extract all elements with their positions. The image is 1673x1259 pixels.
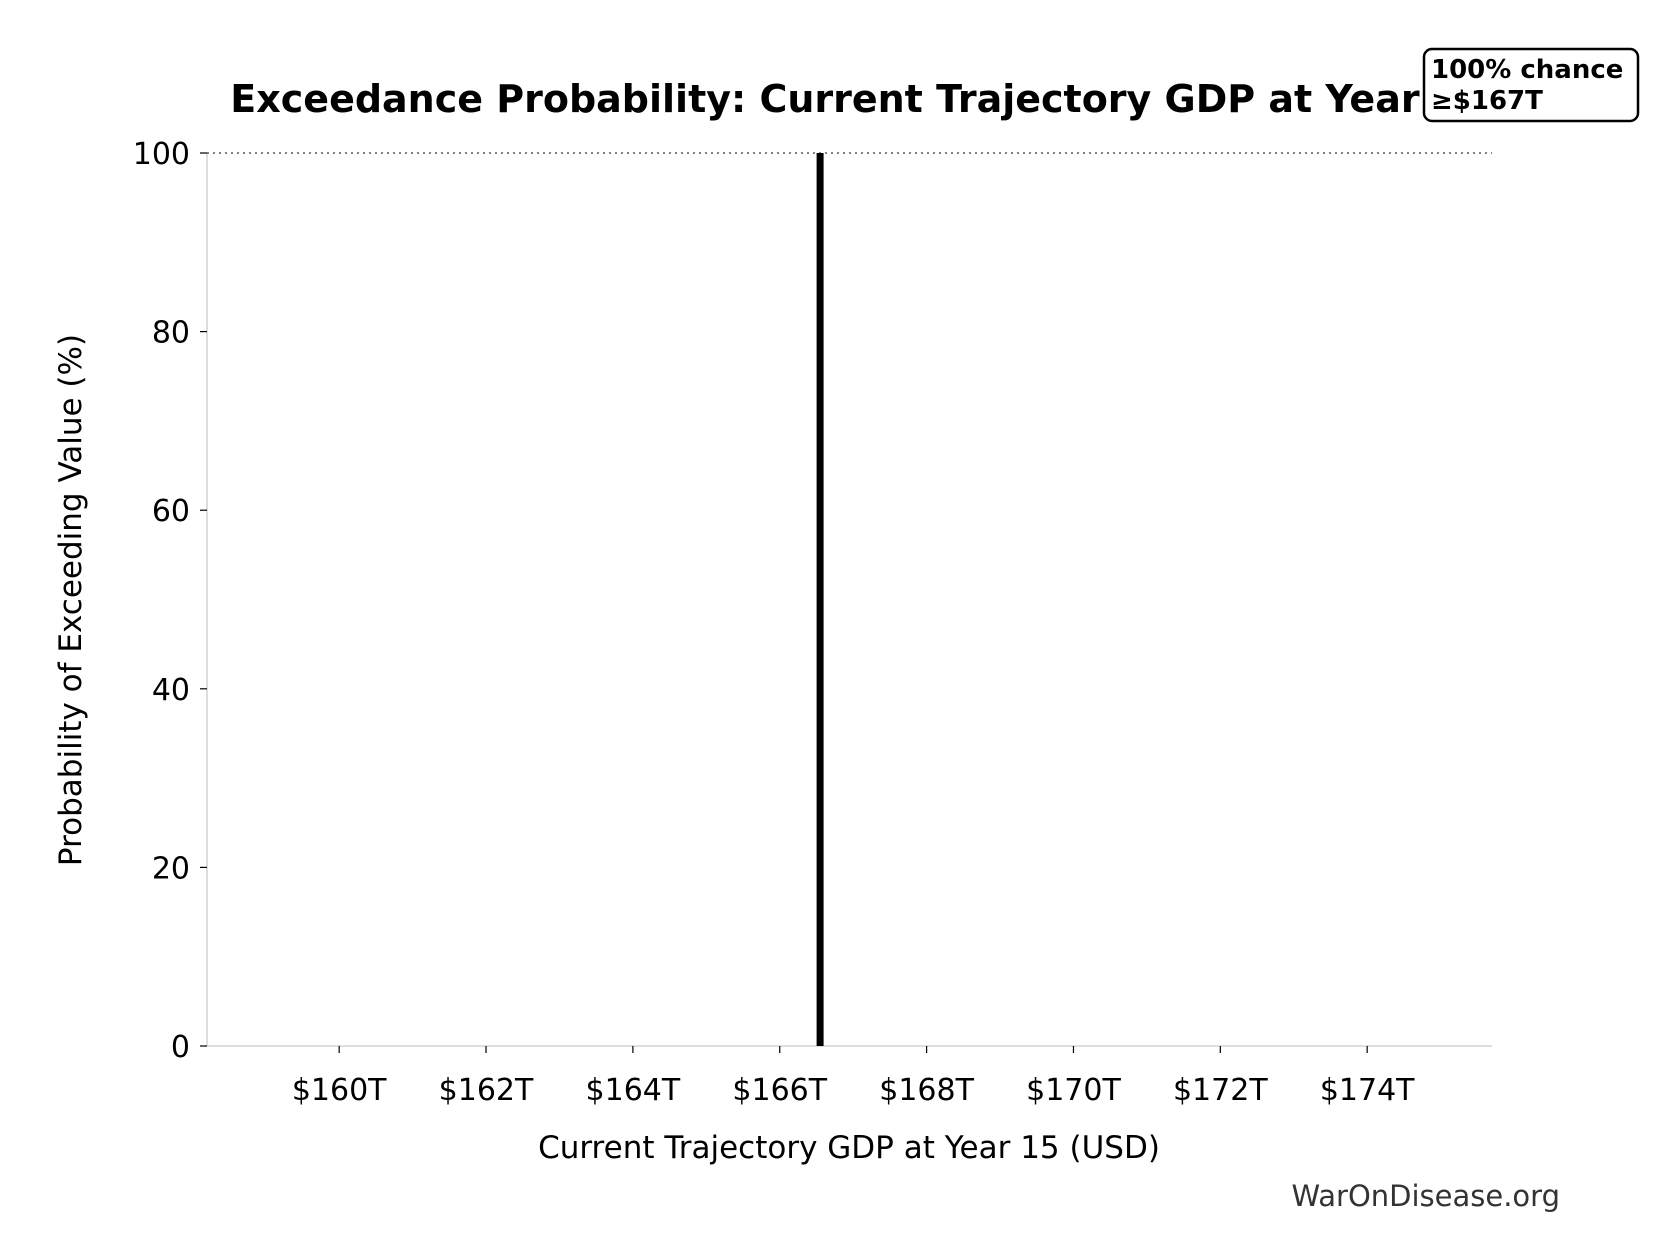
annotation-line-1: 100% chance: [1431, 55, 1623, 85]
x-tick-label: $160T: [292, 1073, 387, 1108]
y-tick-label: 80: [152, 316, 190, 351]
y-tick-label: 20: [152, 851, 190, 886]
chart-title: Exceedance Probability: Current Trajecto…: [230, 77, 1485, 121]
source-credit: WarOnDisease.org: [1291, 1179, 1560, 1213]
y-tick-label: 60: [152, 494, 190, 529]
y-tick-label: 40: [152, 673, 190, 708]
x-axis-label: Current Trajectory GDP at Year 15 (USD): [538, 1130, 1160, 1166]
x-tick-label: $174T: [1320, 1073, 1415, 1108]
y-tick-label: 0: [171, 1030, 190, 1065]
x-tick-label: $168T: [879, 1073, 974, 1108]
annotation-frame: [1422, 47, 1640, 123]
annotation-box: 100% chance ≥$167T: [1422, 47, 1640, 123]
x-tick-label: $162T: [439, 1073, 534, 1108]
x-tick-label: $166T: [732, 1073, 827, 1108]
x-ticks: $160T $162T $164T $166T $168T $170T $172T $174T: [292, 1046, 1415, 1108]
y-ticks: 0 20 40 60 80 100: [133, 137, 207, 1065]
y-tick-label: 100: [133, 137, 190, 172]
x-tick-label: $170T: [1026, 1073, 1121, 1108]
x-tick-label: $164T: [586, 1073, 681, 1108]
axes: [206, 153, 1492, 1047]
y-axis-label: Probability of Exceeding Value (%): [53, 334, 89, 866]
x-tick-label: $172T: [1173, 1073, 1268, 1108]
annotation-line-2: ≥$167T: [1431, 86, 1543, 116]
